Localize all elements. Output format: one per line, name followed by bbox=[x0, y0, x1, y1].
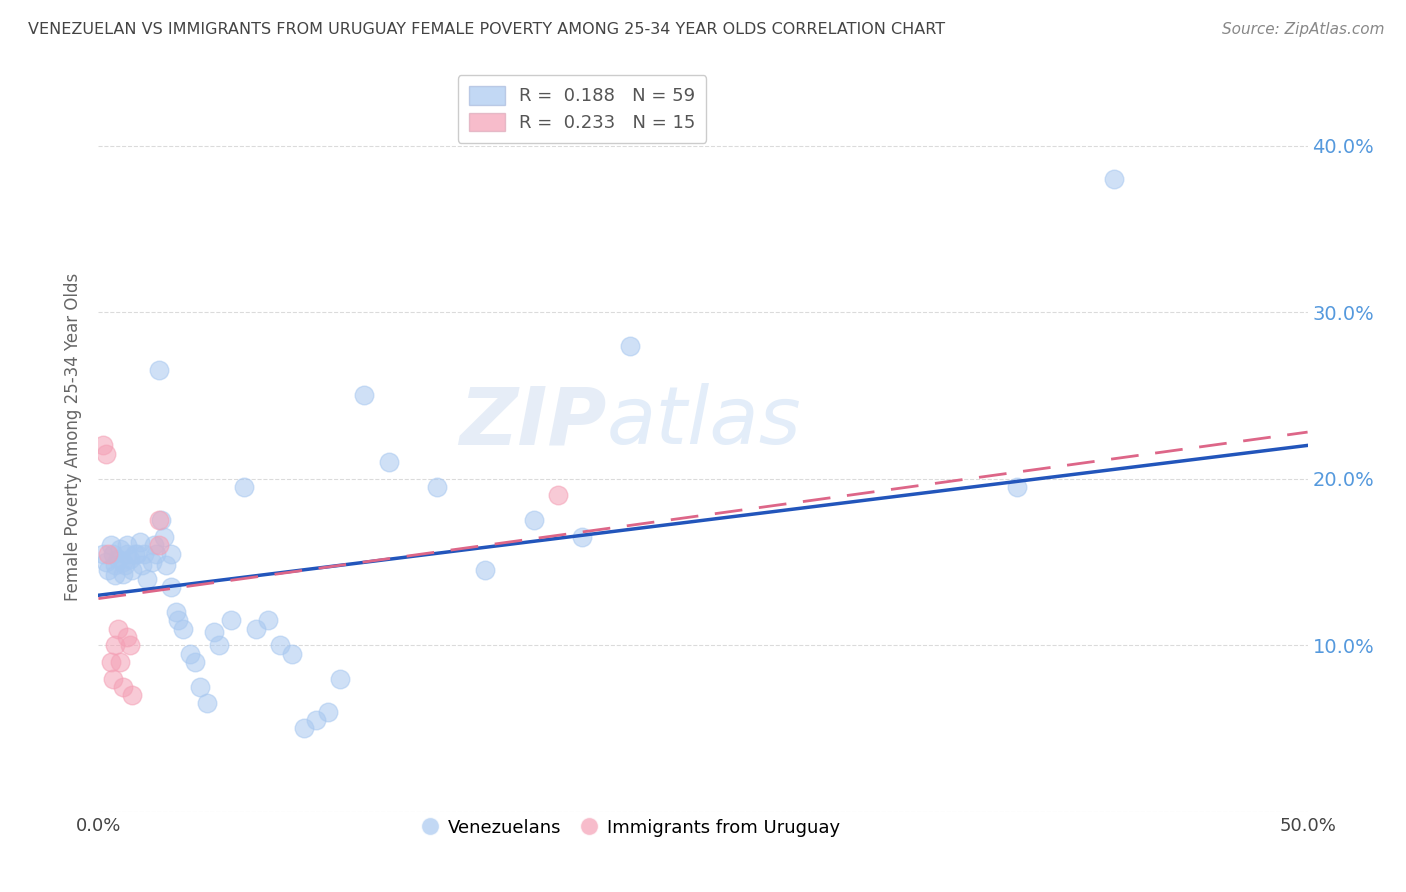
Point bbox=[619, 338, 641, 352]
Point bbox=[155, 558, 177, 573]
Point bbox=[94, 555, 117, 569]
Point bbox=[188, 680, 211, 694]
Point bbox=[108, 541, 131, 556]
Point bbox=[107, 551, 129, 566]
Point bbox=[91, 438, 114, 452]
Point bbox=[114, 558, 136, 573]
Point bbox=[281, 647, 304, 661]
Point bbox=[377, 455, 399, 469]
Y-axis label: Female Poverty Among 25-34 Year Olds: Female Poverty Among 25-34 Year Olds bbox=[65, 273, 83, 601]
Point bbox=[152, 530, 174, 544]
Point bbox=[100, 655, 122, 669]
Point bbox=[111, 555, 134, 569]
Point bbox=[547, 488, 569, 502]
Point bbox=[269, 638, 291, 652]
Point bbox=[101, 547, 124, 561]
Point bbox=[329, 672, 352, 686]
Point bbox=[111, 566, 134, 581]
Point bbox=[91, 547, 114, 561]
Point bbox=[145, 547, 167, 561]
Point bbox=[100, 538, 122, 552]
Point bbox=[101, 672, 124, 686]
Point bbox=[97, 547, 120, 561]
Point bbox=[204, 624, 226, 639]
Point bbox=[571, 530, 593, 544]
Text: VENEZUELAN VS IMMIGRANTS FROM URUGUAY FEMALE POVERTY AMONG 25-34 YEAR OLDS CORRE: VENEZUELAN VS IMMIGRANTS FROM URUGUAY FE… bbox=[28, 22, 945, 37]
Point bbox=[167, 613, 190, 627]
Point bbox=[118, 551, 141, 566]
Point bbox=[107, 622, 129, 636]
Point bbox=[117, 630, 139, 644]
Point bbox=[128, 535, 150, 549]
Point bbox=[523, 513, 546, 527]
Point bbox=[165, 605, 187, 619]
Point bbox=[208, 638, 231, 652]
Point bbox=[148, 513, 170, 527]
Point bbox=[117, 547, 139, 561]
Point bbox=[121, 688, 143, 702]
Point bbox=[104, 568, 127, 582]
Legend: Venezuelans, Immigrants from Uruguay: Venezuelans, Immigrants from Uruguay bbox=[413, 812, 846, 844]
Point bbox=[117, 538, 139, 552]
Point bbox=[150, 513, 173, 527]
Point bbox=[316, 705, 339, 719]
Point bbox=[172, 622, 194, 636]
Point bbox=[148, 538, 170, 552]
Point bbox=[353, 388, 375, 402]
Point bbox=[124, 547, 146, 561]
Point bbox=[97, 563, 120, 577]
Point bbox=[111, 680, 134, 694]
Point bbox=[292, 722, 315, 736]
Point bbox=[474, 563, 496, 577]
Point bbox=[135, 572, 157, 586]
Point bbox=[1007, 480, 1029, 494]
Point bbox=[143, 538, 166, 552]
Point bbox=[305, 713, 328, 727]
Point bbox=[148, 363, 170, 377]
Point bbox=[131, 558, 153, 573]
Point bbox=[1102, 172, 1125, 186]
Point bbox=[121, 563, 143, 577]
Point bbox=[141, 555, 163, 569]
Point bbox=[221, 613, 243, 627]
Point bbox=[232, 480, 254, 494]
Point bbox=[195, 697, 218, 711]
Point bbox=[134, 547, 156, 561]
Point bbox=[426, 480, 449, 494]
Point bbox=[245, 622, 267, 636]
Point bbox=[108, 655, 131, 669]
Point bbox=[104, 558, 127, 573]
Text: Source: ZipAtlas.com: Source: ZipAtlas.com bbox=[1222, 22, 1385, 37]
Point bbox=[94, 447, 117, 461]
Point bbox=[160, 580, 183, 594]
Point bbox=[118, 638, 141, 652]
Text: atlas: atlas bbox=[606, 383, 801, 461]
Point bbox=[160, 547, 183, 561]
Point bbox=[104, 638, 127, 652]
Point bbox=[184, 655, 207, 669]
Text: ZIP: ZIP bbox=[458, 383, 606, 461]
Point bbox=[256, 613, 278, 627]
Point bbox=[127, 547, 149, 561]
Point bbox=[179, 647, 201, 661]
